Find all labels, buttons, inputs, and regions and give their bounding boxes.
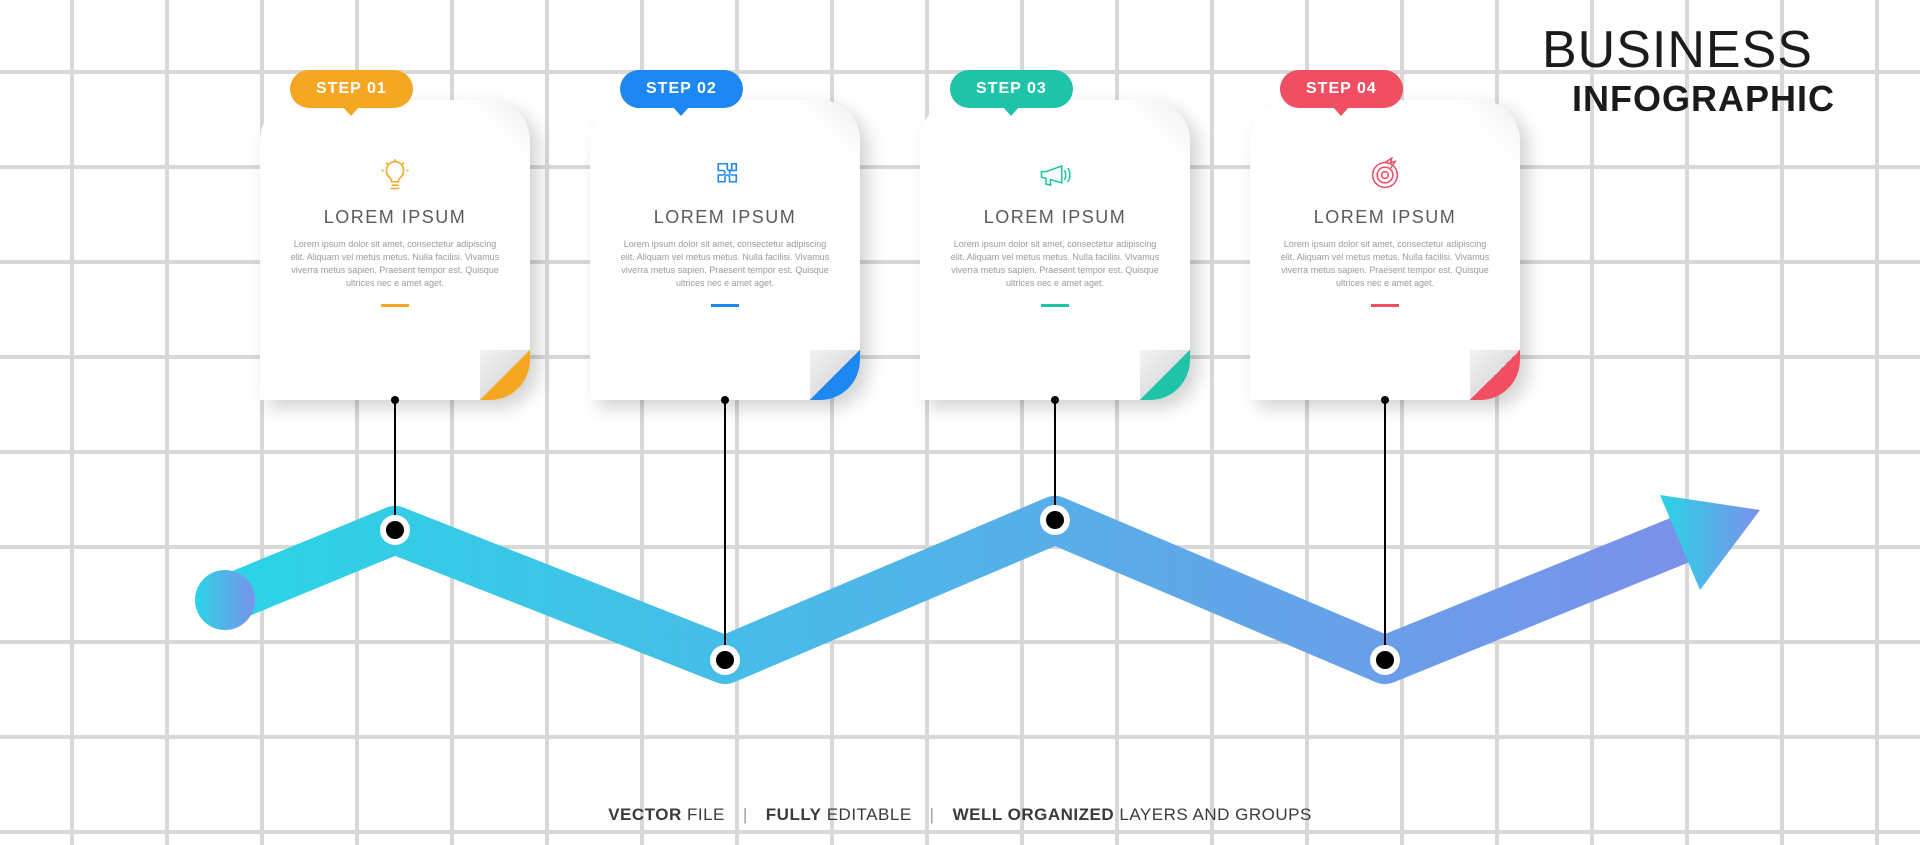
connector-start-dot xyxy=(1381,396,1389,404)
header-line1: BUSINESS xyxy=(1542,20,1835,80)
step-card-1: STEP 01LOREM IPSUMLorem ipsum dolor sit … xyxy=(260,100,530,400)
header-line2: INFOGRAPHIC xyxy=(1542,78,1835,120)
footer-item: FULLY EDITABLE xyxy=(766,805,912,824)
connector-line xyxy=(1054,400,1056,512)
connector-line xyxy=(724,400,726,652)
step-card-3: STEP 03LOREM IPSUMLorem ipsum dolor sit … xyxy=(920,100,1190,400)
timeline-dot xyxy=(1371,646,1399,674)
infographic-canvas: BUSINESS INFOGRAPHIC STEP 01LOREM IPSUML… xyxy=(0,0,1920,845)
target-icon xyxy=(1278,155,1492,195)
header-title: BUSINESS INFOGRAPHIC xyxy=(1542,20,1835,120)
step-title: LOREM IPSUM xyxy=(1278,207,1492,228)
step-underline xyxy=(711,304,739,307)
step-badge-label: STEP 04 xyxy=(1306,80,1377,97)
step-badge: STEP 04 xyxy=(1280,70,1403,108)
step-body: Lorem ipsum dolor sit amet, consectetur … xyxy=(1278,238,1492,290)
step-badge-label: STEP 01 xyxy=(316,80,387,97)
puzzle-icon xyxy=(618,155,832,195)
step-underline xyxy=(381,304,409,307)
step-badge-label: STEP 02 xyxy=(646,80,717,97)
step-card-2: STEP 02LOREM IPSUMLorem ipsum dolor sit … xyxy=(590,100,860,400)
connector-line xyxy=(1384,400,1386,652)
step-body: Lorem ipsum dolor sit amet, consectetur … xyxy=(288,238,502,290)
timeline-dot xyxy=(711,646,739,674)
step-underline xyxy=(1371,304,1399,307)
step-title: LOREM IPSUM xyxy=(288,207,502,228)
timeline-dot xyxy=(1041,506,1069,534)
timeline-dot xyxy=(381,516,409,544)
step-badge-label: STEP 03 xyxy=(976,80,1047,97)
step-title: LOREM IPSUM xyxy=(948,207,1162,228)
footer-item: VECTOR FILE xyxy=(608,805,725,824)
footer-caption: VECTOR FILE | FULLY EDITABLE | WELL ORGANIZE… xyxy=(0,805,1920,825)
lightbulb-icon xyxy=(288,155,502,195)
footer-separator: | xyxy=(930,805,935,824)
step-title: LOREM IPSUM xyxy=(618,207,832,228)
step-badge: STEP 02 xyxy=(620,70,743,108)
connector-line xyxy=(394,400,396,522)
step-card-4: STEP 04LOREM IPSUMLorem ipsum dolor sit … xyxy=(1250,100,1520,400)
connector-start-dot xyxy=(391,396,399,404)
step-badge: STEP 03 xyxy=(950,70,1073,108)
footer-separator: | xyxy=(743,805,748,824)
connector-start-dot xyxy=(1051,396,1059,404)
step-underline xyxy=(1041,304,1069,307)
connector-start-dot xyxy=(721,396,729,404)
step-body: Lorem ipsum dolor sit amet, consectetur … xyxy=(948,238,1162,290)
megaphone-icon xyxy=(948,155,1162,195)
step-badge: STEP 01 xyxy=(290,70,413,108)
footer-item: WELL ORGANIZED LAYERS AND GROUPS xyxy=(953,805,1312,824)
step-body: Lorem ipsum dolor sit amet, consectetur … xyxy=(618,238,832,290)
